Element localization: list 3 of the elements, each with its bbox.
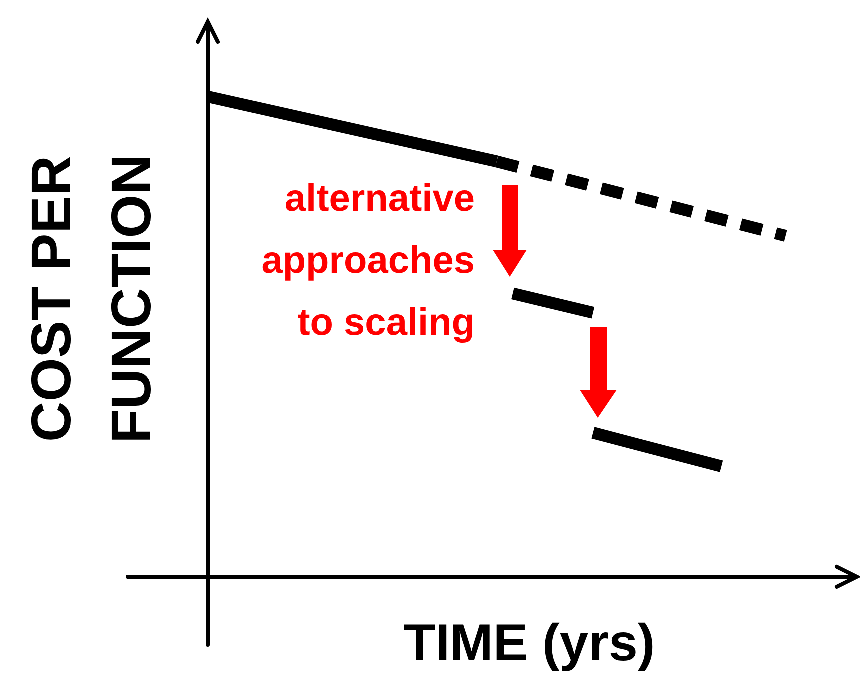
x-axis-title: TIME (yrs) bbox=[404, 614, 656, 672]
annotation: alternative approaches to scaling bbox=[262, 178, 475, 344]
y-axis-title: COST PER FUNCTION bbox=[20, 154, 162, 444]
